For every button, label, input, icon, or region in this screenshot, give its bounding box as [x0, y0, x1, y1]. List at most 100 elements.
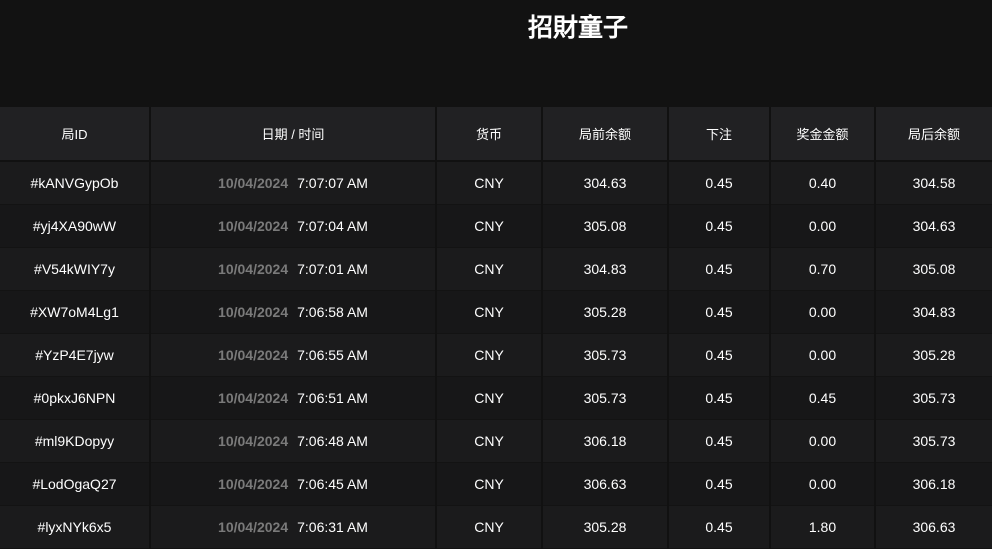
balance-after: 305.73 — [875, 376, 992, 420]
currency: CNY — [436, 161, 543, 205]
balance-before: 305.73 — [542, 333, 669, 377]
datetime: 10/04/2024 7:06:48 AM — [150, 419, 437, 463]
balance-after: 304.58 — [875, 161, 992, 205]
bet: 0.45 — [668, 333, 771, 377]
win: 0.45 — [770, 376, 876, 420]
bet: 0.45 — [668, 419, 771, 463]
datetime: 10/04/2024 7:06:45 AM — [150, 462, 437, 506]
balance-after: 304.83 — [875, 290, 992, 334]
balance-before: 304.83 — [542, 247, 669, 291]
balance-after: 305.73 — [875, 419, 992, 463]
round-id[interactable]: #lyxNYk6x5 — [0, 505, 151, 549]
currency: CNY — [436, 462, 543, 506]
win: 0.00 — [770, 419, 876, 463]
balance-before: 306.18 — [542, 419, 669, 463]
header-bar: 招財童子 — [0, 0, 992, 107]
bet: 0.45 — [668, 161, 771, 205]
round-id[interactable]: #V54kWIY7y — [0, 247, 151, 291]
win: 0.70 — [770, 247, 876, 291]
win: 1.80 — [770, 505, 876, 549]
balance-after: 306.18 — [875, 462, 992, 506]
round-id[interactable]: #ml9KDopyy — [0, 419, 151, 463]
datetime: 10/04/2024 7:06:31 AM — [150, 505, 437, 549]
win: 0.40 — [770, 161, 876, 205]
balance-after: 305.28 — [875, 333, 992, 377]
col-currency: 货币 — [436, 107, 543, 162]
time: 7:07:01 AM — [297, 261, 368, 277]
time: 7:07:07 AM — [297, 175, 368, 191]
col-balance-before: 局前余额 — [542, 107, 669, 162]
date: 10/04/2024 — [218, 519, 289, 535]
balance-after: 306.63 — [875, 505, 992, 549]
col-win: 奖金金额 — [770, 107, 876, 162]
currency: CNY — [436, 247, 543, 291]
datetime: 10/04/2024 7:06:51 AM — [150, 376, 437, 420]
currency: CNY — [436, 204, 543, 248]
round-id[interactable]: #XW7oM4Lg1 — [0, 290, 151, 334]
table-row[interactable]: #0pkxJ6NPN 10/04/2024 7:06:51 AM CNY 305.… — [0, 376, 992, 420]
currency: CNY — [436, 333, 543, 377]
table-row[interactable]: #ml9KDopyy 10/04/2024 7:06:48 AM CNY 306.… — [0, 419, 992, 463]
round-id[interactable]: #yj4XA90wW — [0, 204, 151, 248]
win: 0.00 — [770, 290, 876, 334]
time: 7:07:04 AM — [297, 218, 368, 234]
table-row[interactable]: #YzP4E7jyw 10/04/2024 7:06:55 AM CNY 305.… — [0, 333, 992, 377]
date: 10/04/2024 — [218, 218, 289, 234]
currency: CNY — [436, 290, 543, 334]
round-id[interactable]: #kANVGypOb — [0, 161, 151, 205]
date: 10/04/2024 — [218, 347, 289, 363]
win: 0.00 — [770, 462, 876, 506]
table-row[interactable]: #V54kWIY7y 10/04/2024 7:07:01 AM CNY 304.… — [0, 247, 992, 291]
datetime: 10/04/2024 7:07:04 AM — [150, 204, 437, 248]
table-row[interactable]: #LodOgaQ27 10/04/2024 7:06:45 AM CNY 306.… — [0, 462, 992, 506]
col-bet: 下注 — [668, 107, 771, 162]
bet: 0.45 — [668, 505, 771, 549]
history-table: 局ID 日期 / 时间 货币 局前余额 下注 奖金金额 局后余额 #kANVGy… — [0, 107, 992, 549]
page-title: 招財童子 — [527, 14, 628, 42]
datetime: 10/04/2024 7:07:01 AM — [150, 247, 437, 291]
bet: 0.45 — [668, 290, 771, 334]
time: 7:06:55 AM — [297, 347, 368, 363]
bet: 0.45 — [668, 462, 771, 506]
bet: 0.45 — [668, 247, 771, 291]
date: 10/04/2024 — [218, 304, 289, 320]
balance-before: 305.08 — [542, 204, 669, 248]
time: 7:06:48 AM — [297, 433, 368, 449]
win: 0.00 — [770, 204, 876, 248]
round-id[interactable]: #YzP4E7jyw — [0, 333, 151, 377]
datetime: 10/04/2024 7:06:55 AM — [150, 333, 437, 377]
bet: 0.45 — [668, 376, 771, 420]
balance-before: 304.63 — [542, 161, 669, 205]
currency: CNY — [436, 376, 543, 420]
balance-after: 304.63 — [875, 204, 992, 248]
balance-before: 305.28 — [542, 505, 669, 549]
datetime: 10/04/2024 7:07:07 AM — [150, 161, 437, 205]
table-row[interactable]: #lyxNYk6x5 10/04/2024 7:06:31 AM CNY 305.… — [0, 505, 992, 549]
win: 0.00 — [770, 333, 876, 377]
balance-before: 305.28 — [542, 290, 669, 334]
time: 7:06:45 AM — [297, 476, 368, 492]
round-id[interactable]: #LodOgaQ27 — [0, 462, 151, 506]
time: 7:06:31 AM — [297, 519, 368, 535]
balance-before: 305.73 — [542, 376, 669, 420]
table-row[interactable]: #XW7oM4Lg1 10/04/2024 7:06:58 AM CNY 305.… — [0, 290, 992, 334]
table-header: 局ID 日期 / 时间 货币 局前余额 下注 奖金金额 局后余额 — [0, 107, 992, 162]
date: 10/04/2024 — [218, 261, 289, 277]
balance-before: 306.63 — [542, 462, 669, 506]
table-row[interactable]: #yj4XA90wW 10/04/2024 7:07:04 AM CNY 305.… — [0, 204, 992, 248]
time: 7:06:51 AM — [297, 390, 368, 406]
datetime: 10/04/2024 7:06:58 AM — [150, 290, 437, 334]
date: 10/04/2024 — [218, 390, 289, 406]
date: 10/04/2024 — [218, 433, 289, 449]
table-row[interactable]: #kANVGypOb 10/04/2024 7:07:07 AM CNY 304.… — [0, 161, 992, 205]
date: 10/04/2024 — [218, 476, 289, 492]
currency: CNY — [436, 505, 543, 549]
time: 7:06:58 AM — [297, 304, 368, 320]
bet: 0.45 — [668, 204, 771, 248]
date: 10/04/2024 — [218, 175, 289, 191]
currency: CNY — [436, 419, 543, 463]
balance-after: 305.08 — [875, 247, 992, 291]
round-id[interactable]: #0pkxJ6NPN — [0, 376, 151, 420]
col-datetime: 日期 / 时间 — [150, 107, 437, 162]
col-balance-after: 局后余额 — [875, 107, 992, 162]
